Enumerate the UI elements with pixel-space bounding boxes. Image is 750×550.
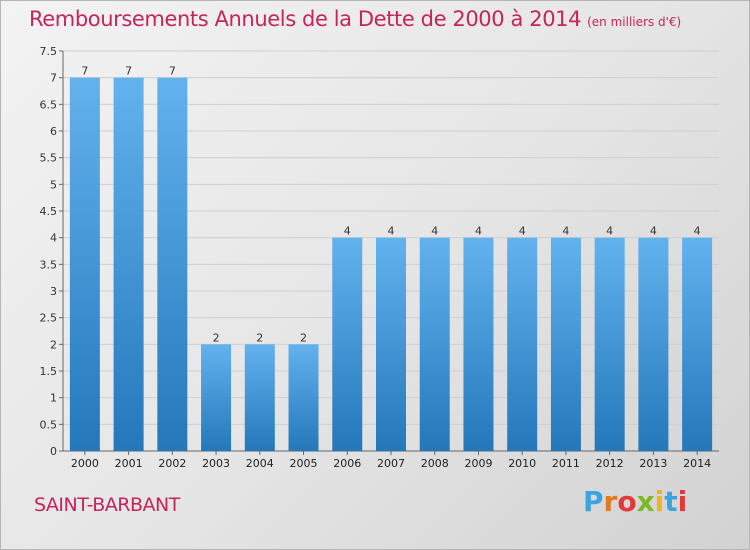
proxiti-logo[interactable]: Proxiti xyxy=(583,485,687,518)
bar-value-label: 2 xyxy=(300,331,307,344)
bar xyxy=(376,237,406,451)
x-tick-label: 2008 xyxy=(421,457,449,470)
bar xyxy=(463,237,494,451)
x-tick-label: 2005 xyxy=(290,457,318,470)
bar xyxy=(157,77,188,452)
y-tick-label: 5.5 xyxy=(40,152,58,165)
bar-value-label: 4 xyxy=(562,225,569,238)
unit-note: (en milliers d'€) xyxy=(587,15,682,29)
bar-value-label: 4 xyxy=(388,225,395,238)
y-tick-label: 0.5 xyxy=(40,418,58,431)
y-tick-label: 0 xyxy=(50,445,57,458)
bar-value-label: 4 xyxy=(606,225,613,238)
bar xyxy=(682,237,713,451)
bar-value-label: 7 xyxy=(81,65,88,78)
commune-name: SAINT-BARBANT xyxy=(34,494,180,516)
bar xyxy=(419,237,450,451)
bar xyxy=(507,237,538,451)
bar-value-label: 7 xyxy=(125,65,132,78)
y-tick-label: 1.5 xyxy=(40,365,58,378)
x-tick-label: 2010 xyxy=(508,457,536,470)
bar xyxy=(244,344,275,451)
x-tick-label: 2004 xyxy=(246,457,274,470)
bar-value-label: 4 xyxy=(650,225,657,238)
logo-letter: r xyxy=(603,485,618,518)
bar xyxy=(332,237,363,451)
x-tick-label: 2011 xyxy=(552,457,580,470)
chart-title: Remboursements Annuels de la Dette de 20… xyxy=(29,7,681,31)
bar-value-label: 4 xyxy=(519,225,526,238)
title-text: Remboursements Annuels de la Dette de 20… xyxy=(29,7,582,31)
bar xyxy=(594,237,625,451)
bar-value-label: 4 xyxy=(694,225,701,238)
logo-letter: x xyxy=(636,485,655,518)
bar xyxy=(201,344,232,451)
bar-value-label: 7 xyxy=(169,65,176,78)
y-tick-label: 4.5 xyxy=(40,205,58,218)
x-tick-label: 2013 xyxy=(639,457,667,470)
y-tick-label: 3 xyxy=(50,285,57,298)
x-tick-label: 2000 xyxy=(71,457,99,470)
logo-letter: P xyxy=(583,485,604,518)
bar-value-label: 2 xyxy=(213,331,220,344)
x-tick-label: 2012 xyxy=(596,457,624,470)
y-tick-label: 1 xyxy=(50,392,57,405)
y-tick-label: 7.5 xyxy=(40,45,58,58)
logo-letter: i xyxy=(654,485,665,518)
y-tick-label: 2.5 xyxy=(40,312,58,325)
x-tick-label: 2014 xyxy=(683,457,711,470)
logo-letter: t xyxy=(664,485,678,518)
x-tick-label: 2001 xyxy=(115,457,143,470)
y-tick-label: 6.5 xyxy=(40,98,58,111)
labels: 0 0.5 1 1.5 2 2.5 3 3.5 4 4.5 5 5.5 6 6.5 7 7.5 7 2000 7 20… xyxy=(40,45,712,470)
bar-value-label: 4 xyxy=(431,225,438,238)
y-tick-label: 5 xyxy=(50,178,57,191)
bar xyxy=(113,77,144,452)
x-tick-label: 2007 xyxy=(377,457,405,470)
bar xyxy=(550,237,581,451)
x-tick-label: 2002 xyxy=(158,457,186,470)
bar-value-label: 4 xyxy=(475,225,482,238)
y-tick-label: 3.5 xyxy=(40,258,58,271)
logo-letter: i xyxy=(677,485,688,518)
bar xyxy=(69,77,100,452)
y-tick-label: 2 xyxy=(50,338,57,351)
x-tick-label: 2009 xyxy=(464,457,492,470)
bars xyxy=(69,77,713,452)
x-tick-label: 2003 xyxy=(202,457,230,470)
y-tick-label: 4 xyxy=(50,232,57,245)
bar-value-label: 4 xyxy=(344,225,351,238)
bar xyxy=(288,344,319,451)
x-tick-label: 2006 xyxy=(333,457,361,470)
logo-letter: o xyxy=(617,485,637,518)
y-tick-label: 6 xyxy=(50,125,57,138)
y-tick-label: 7 xyxy=(50,72,57,85)
bar-value-label: 2 xyxy=(256,331,263,344)
bar xyxy=(638,237,669,451)
